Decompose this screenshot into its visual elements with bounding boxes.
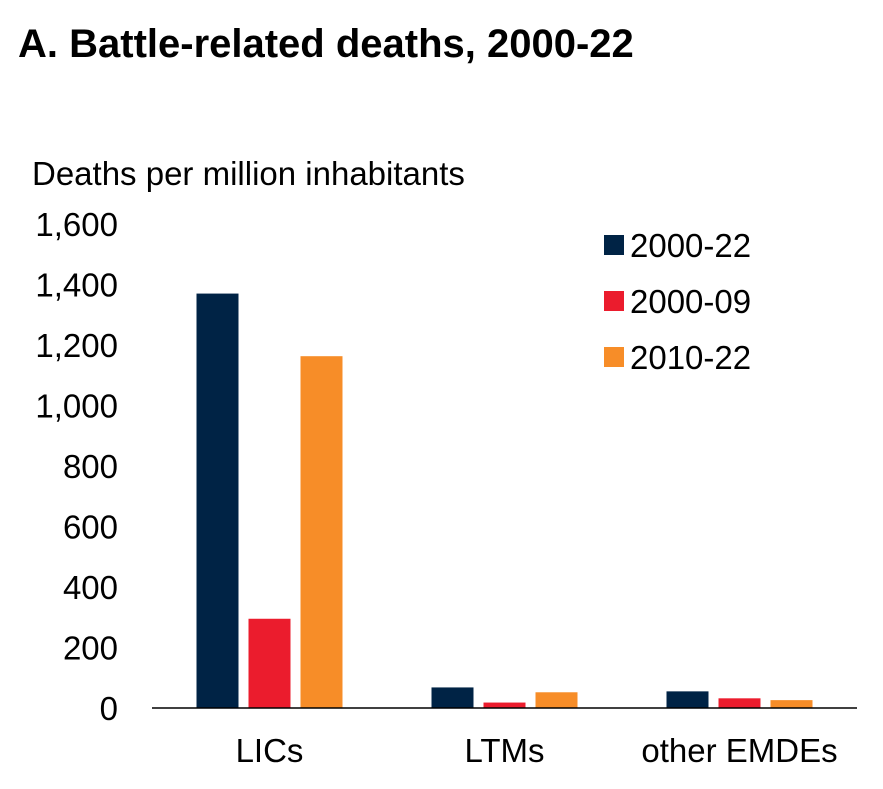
y-tick-label: 600 [63, 509, 118, 546]
y-axis-ticks: 0 200 400 600 800 1,000 1,200 1,400 1,600 [35, 206, 118, 727]
bar [431, 687, 474, 708]
chart-title: A. Battle-related deaths, 2000-22 [18, 22, 634, 66]
legend-label: 2000-22 [630, 227, 751, 264]
bars [196, 293, 813, 708]
legend-label: 2010-22 [630, 339, 751, 376]
x-axis-ticks: LICs LTMs other EMDEs [236, 732, 838, 769]
y-tick-label: 400 [63, 569, 118, 606]
y-tick-label: 1,000 [35, 388, 118, 425]
y-tick-label: 1,600 [35, 206, 118, 243]
x-tick-label: LICs [236, 732, 304, 769]
y-tick-label: 200 [63, 630, 118, 667]
x-tick-label: other EMDEs [641, 732, 837, 769]
x-tick-label: LTMs [464, 732, 544, 769]
bar [666, 691, 709, 708]
y-axis-label: Deaths per million inhabitants [32, 155, 465, 192]
bar [300, 356, 343, 708]
legend-swatch [604, 291, 624, 311]
y-tick-label: 800 [63, 448, 118, 485]
y-tick-label: 0 [100, 690, 118, 727]
y-tick-label: 1,200 [35, 327, 118, 364]
bar [770, 700, 813, 708]
legend: 2000-22 2000-09 2010-22 [604, 227, 751, 376]
legend-swatch [604, 235, 624, 255]
legend-label: 2000-09 [630, 283, 751, 320]
bar [483, 702, 526, 708]
y-tick-label: 1,400 [35, 267, 118, 304]
bar [535, 692, 578, 708]
legend-swatch [604, 347, 624, 367]
bar [248, 618, 291, 708]
bar [196, 293, 239, 708]
bar [718, 698, 761, 708]
